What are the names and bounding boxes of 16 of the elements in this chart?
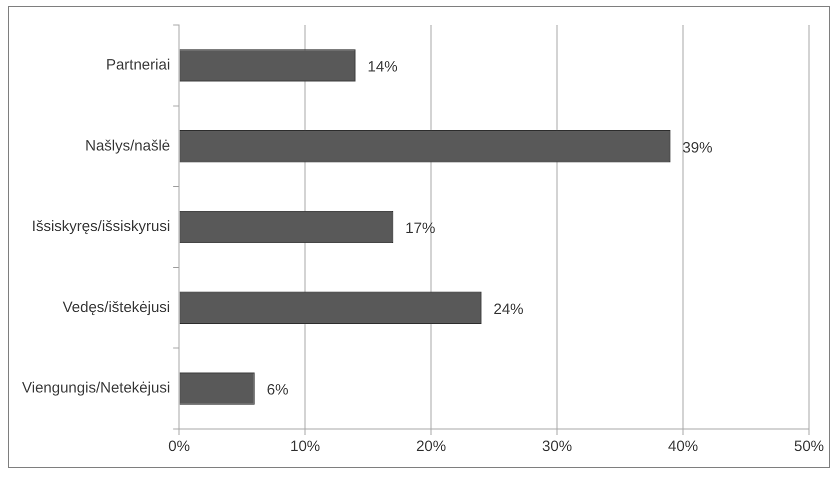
y-tick-label: Išsiskyręs/išsiskyrusi [32, 218, 170, 236]
data-label: 24% [493, 300, 524, 318]
data-label: 6% [266, 382, 288, 399]
x-tick-label: 40% [668, 438, 698, 456]
x-tick-label: 50% [794, 438, 824, 456]
x-tick-label: 0% [168, 438, 190, 456]
y-tick-label: Viengungis/Netekėjusi [22, 380, 170, 397]
y-tick-label: Našlys/našlė [85, 137, 170, 154]
data-label: 14% [368, 58, 398, 76]
data-label: 39% [682, 139, 712, 156]
x-tick-label: 30% [542, 438, 572, 456]
y-tick-label: Partneriai [106, 56, 170, 74]
x-tick-label: 20% [416, 438, 446, 456]
x-tick-label: 10% [290, 438, 320, 456]
y-tick-label: Vedęs/ištekėjusi [62, 298, 170, 316]
data-label: 17% [405, 220, 436, 238]
